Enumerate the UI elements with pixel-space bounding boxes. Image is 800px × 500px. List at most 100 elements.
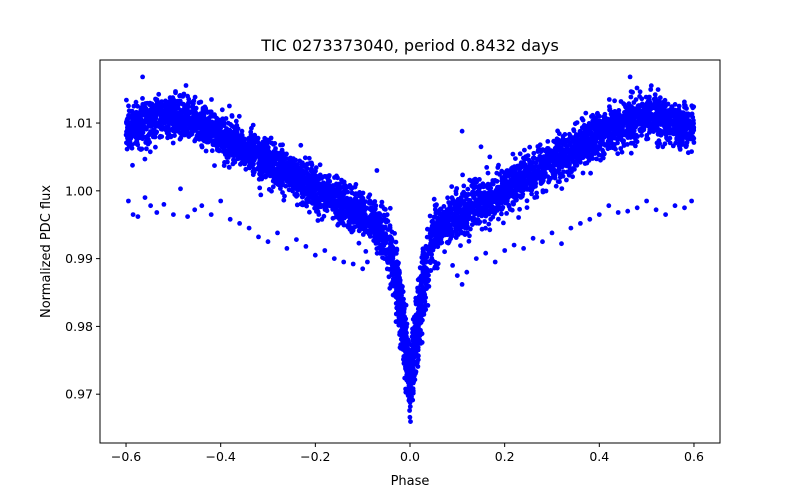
data-point bbox=[229, 123, 235, 129]
data-point bbox=[427, 213, 433, 219]
data-point bbox=[510, 151, 516, 157]
data-point bbox=[472, 211, 478, 217]
data-point bbox=[284, 151, 289, 157]
data-point bbox=[266, 164, 271, 170]
data-point bbox=[486, 221, 492, 227]
data-point bbox=[235, 126, 241, 132]
data-point bbox=[322, 184, 327, 190]
data-point bbox=[595, 110, 600, 116]
data-point bbox=[127, 142, 133, 148]
data-point bbox=[269, 171, 274, 176]
data-point bbox=[207, 131, 213, 137]
data-point bbox=[598, 129, 604, 135]
data-point bbox=[655, 87, 661, 92]
data-point bbox=[452, 202, 458, 208]
data-point bbox=[432, 259, 438, 265]
data-point bbox=[560, 161, 566, 167]
data-point bbox=[171, 104, 177, 109]
data-point bbox=[389, 229, 395, 235]
data-point bbox=[656, 129, 661, 135]
data-point bbox=[602, 151, 607, 157]
data-point bbox=[513, 156, 518, 162]
data-point bbox=[490, 214, 496, 220]
data-point bbox=[173, 99, 179, 104]
data-point bbox=[532, 195, 538, 200]
data-point bbox=[318, 195, 324, 201]
data-point bbox=[662, 141, 668, 147]
data-point bbox=[509, 166, 514, 171]
data-point bbox=[564, 177, 569, 183]
data-point bbox=[212, 133, 218, 138]
data-point bbox=[281, 197, 287, 203]
data-point bbox=[124, 130, 130, 136]
data-point bbox=[250, 160, 256, 166]
data-point bbox=[166, 123, 171, 129]
data-point bbox=[413, 301, 419, 307]
data-point bbox=[503, 172, 509, 178]
data-point bbox=[598, 157, 603, 163]
data-point bbox=[178, 135, 184, 141]
data-point bbox=[483, 225, 488, 231]
data-point bbox=[126, 115, 132, 121]
data-point bbox=[143, 134, 149, 140]
data-point bbox=[471, 185, 477, 191]
data-point bbox=[303, 176, 308, 182]
data-point bbox=[374, 250, 380, 256]
data-point bbox=[250, 141, 256, 147]
data-point bbox=[496, 216, 501, 222]
data-point bbox=[567, 131, 572, 137]
data-point bbox=[361, 206, 366, 212]
data-point bbox=[269, 161, 274, 167]
data-point bbox=[378, 203, 384, 209]
data-point bbox=[563, 154, 568, 160]
data-point bbox=[587, 156, 592, 162]
data-point bbox=[524, 205, 530, 211]
data-point bbox=[564, 169, 570, 175]
data-point bbox=[426, 284, 432, 289]
data-point bbox=[189, 121, 195, 127]
data-point bbox=[472, 176, 478, 182]
data-point bbox=[503, 199, 508, 205]
data-point bbox=[262, 154, 268, 160]
data-point bbox=[501, 220, 506, 226]
data-point bbox=[219, 130, 225, 136]
data-point bbox=[662, 97, 668, 103]
data-point bbox=[648, 87, 654, 92]
data-point bbox=[428, 268, 434, 273]
data-point bbox=[155, 106, 161, 112]
data-point bbox=[601, 124, 607, 130]
data-point bbox=[460, 215, 466, 221]
data-point bbox=[597, 118, 602, 124]
data-point bbox=[683, 144, 689, 150]
data-point bbox=[159, 126, 165, 132]
data-point bbox=[144, 146, 149, 152]
data-point bbox=[549, 163, 555, 169]
data-point bbox=[326, 178, 332, 184]
data-point bbox=[239, 144, 245, 149]
data-point bbox=[125, 136, 130, 141]
data-point bbox=[307, 209, 312, 215]
data-point bbox=[434, 265, 440, 271]
data-point bbox=[624, 131, 630, 137]
data-point bbox=[431, 196, 437, 202]
data-point bbox=[147, 149, 153, 155]
data-point bbox=[189, 100, 195, 105]
data-point bbox=[442, 249, 447, 255]
data-point bbox=[543, 188, 549, 194]
data-point bbox=[352, 205, 358, 210]
data-point bbox=[393, 239, 399, 245]
data-point bbox=[172, 120, 178, 126]
data-point bbox=[448, 232, 453, 238]
data-point bbox=[515, 186, 521, 192]
data-point bbox=[573, 134, 578, 140]
data-point bbox=[621, 143, 627, 148]
data-point bbox=[330, 207, 336, 212]
data-point bbox=[522, 147, 527, 153]
data-point bbox=[556, 153, 561, 158]
data-point bbox=[234, 137, 240, 143]
data-point bbox=[357, 207, 362, 213]
data-point bbox=[443, 214, 448, 220]
data-point bbox=[225, 154, 231, 159]
data-point bbox=[460, 172, 465, 178]
data-point bbox=[353, 182, 359, 187]
